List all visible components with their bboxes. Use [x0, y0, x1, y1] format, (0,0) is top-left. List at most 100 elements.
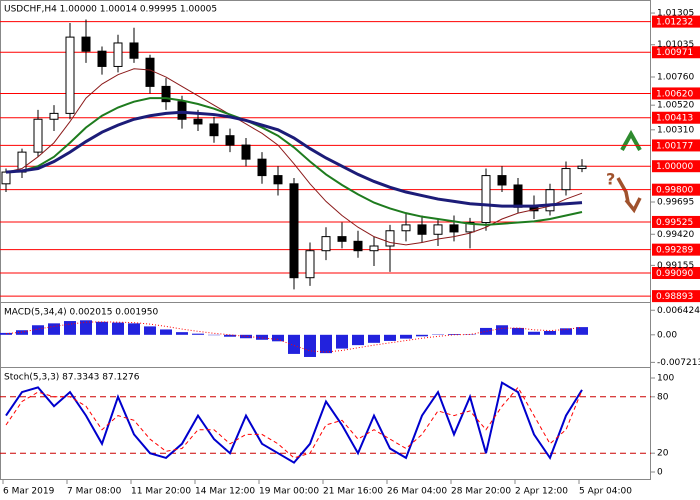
level-label: 1.00971: [656, 48, 693, 58]
level-label: 0.98893: [656, 292, 693, 302]
level-label: 1.00413: [656, 114, 693, 124]
x-tick-label: 2 Apr 12:00: [515, 487, 568, 497]
level-label-box: [652, 160, 700, 173]
candle-body: [417, 224, 427, 235]
macd-bar: [80, 320, 92, 335]
panel-title: USDCHF,H4 1.00000 1.00014 0.99995 1.0000…: [4, 5, 217, 15]
macd-bar: [400, 334, 412, 339]
level-label-box: [652, 243, 700, 256]
candle-body: [113, 42, 123, 67]
candle-body: [193, 118, 203, 125]
candle-body: [1, 171, 11, 185]
up-arrow: [620, 129, 642, 151]
y-tick-label: 100: [657, 374, 674, 384]
candle-body: [385, 230, 395, 247]
candle-body: [513, 184, 523, 208]
y-tick-label: -0.007213: [657, 358, 700, 368]
macd-bar: [320, 334, 332, 354]
y-tick-label: 20: [657, 449, 669, 459]
level-label-box: [652, 15, 700, 28]
macd-bar: [0, 332, 12, 335]
candle-body: [33, 118, 43, 153]
candle-body: [465, 222, 475, 233]
macd-bar: [576, 327, 588, 335]
candle-body: [49, 112, 59, 120]
plot-frame: [0, 0, 651, 480]
macd-bar: [224, 334, 236, 337]
macd-bar: [176, 332, 188, 335]
macd-bar: [480, 327, 492, 335]
x-tick-label: 7 Mar 08:00: [67, 487, 122, 497]
candle-body: [401, 224, 411, 232]
level-label-box: [652, 183, 700, 196]
candle-body: [449, 224, 459, 233]
candle-body: [145, 57, 155, 87]
series-line: [5, 386, 583, 459]
y-tick-label: 0.00: [657, 330, 677, 340]
macd-bar: [96, 321, 108, 335]
candle-body: [289, 183, 299, 279]
macd-bar: [128, 323, 140, 335]
y-tick-label: 1.00310: [657, 125, 694, 135]
y-tick-label: 0.99695: [657, 197, 694, 207]
macd-bar: [512, 327, 524, 335]
level-label: 1.00620: [656, 89, 693, 99]
candle-body: [209, 123, 219, 137]
candle-body: [561, 168, 571, 191]
level-label: 0.99525: [656, 218, 693, 228]
x-tick-label: 21 Mar 16:00: [323, 487, 383, 497]
macd-bar: [240, 334, 252, 339]
x-tick-label: 11 Mar 20:00: [131, 487, 191, 497]
series-line: [5, 97, 583, 226]
candle-body: [305, 250, 315, 279]
x-tick-label: 28 Mar 20:00: [451, 487, 511, 497]
candle-body: [321, 236, 331, 252]
y-tick-label: 80: [657, 392, 669, 402]
macd-bar: [48, 323, 60, 335]
candle-body: [273, 175, 283, 185]
macd-bar: [288, 334, 300, 354]
candle-body: [241, 144, 251, 160]
macd-bar: [16, 330, 28, 335]
level-label-box: [652, 139, 700, 152]
candle-body: [257, 158, 267, 177]
series-line: [5, 68, 583, 246]
candle-body: [545, 189, 555, 212]
candle-body: [65, 36, 75, 114]
macd-bar: [528, 331, 540, 335]
x-tick-label: 5 Apr 04:00: [579, 487, 632, 497]
series-line: [5, 110, 583, 208]
y-tick-label: 0: [657, 468, 663, 478]
macd-bar: [544, 330, 556, 335]
annotation: ?: [606, 170, 615, 189]
level-label: 1.00000: [656, 162, 693, 172]
level-label: 0.99090: [656, 269, 693, 279]
candle-body: [81, 36, 91, 52]
candle-body: [177, 101, 187, 120]
level-label-box: [652, 267, 700, 280]
macd-bar: [304, 334, 316, 357]
down-arrow-head: [624, 197, 642, 214]
candle-body: [497, 175, 507, 186]
candle-body: [337, 236, 347, 242]
macd-bar: [368, 334, 380, 343]
level-label: 0.99289: [656, 246, 693, 256]
x-tick-label: 6 Mar 2019: [3, 487, 55, 497]
candle-body: [129, 42, 139, 59]
macd-bar: [192, 333, 204, 335]
y-tick-label: 1.01305: [657, 9, 694, 19]
level-label-box: [652, 290, 700, 303]
x-tick-label: 19 Mar 00:00: [259, 487, 319, 497]
level-label-box: [652, 111, 700, 124]
candle-body: [577, 165, 587, 170]
y-tick-label: 1.01035: [657, 40, 694, 50]
panel-title: Stoch(5,3,3) 87.3343 87.1276: [4, 373, 140, 383]
level-label-box: [652, 46, 700, 59]
candle-body: [353, 240, 363, 252]
macd-bar: [352, 334, 364, 346]
down-arrow-stem: [616, 177, 630, 203]
macd-bar: [112, 322, 124, 335]
macd-bar: [160, 329, 172, 335]
candle-body: [225, 135, 235, 146]
macd-bar: [272, 334, 284, 342]
